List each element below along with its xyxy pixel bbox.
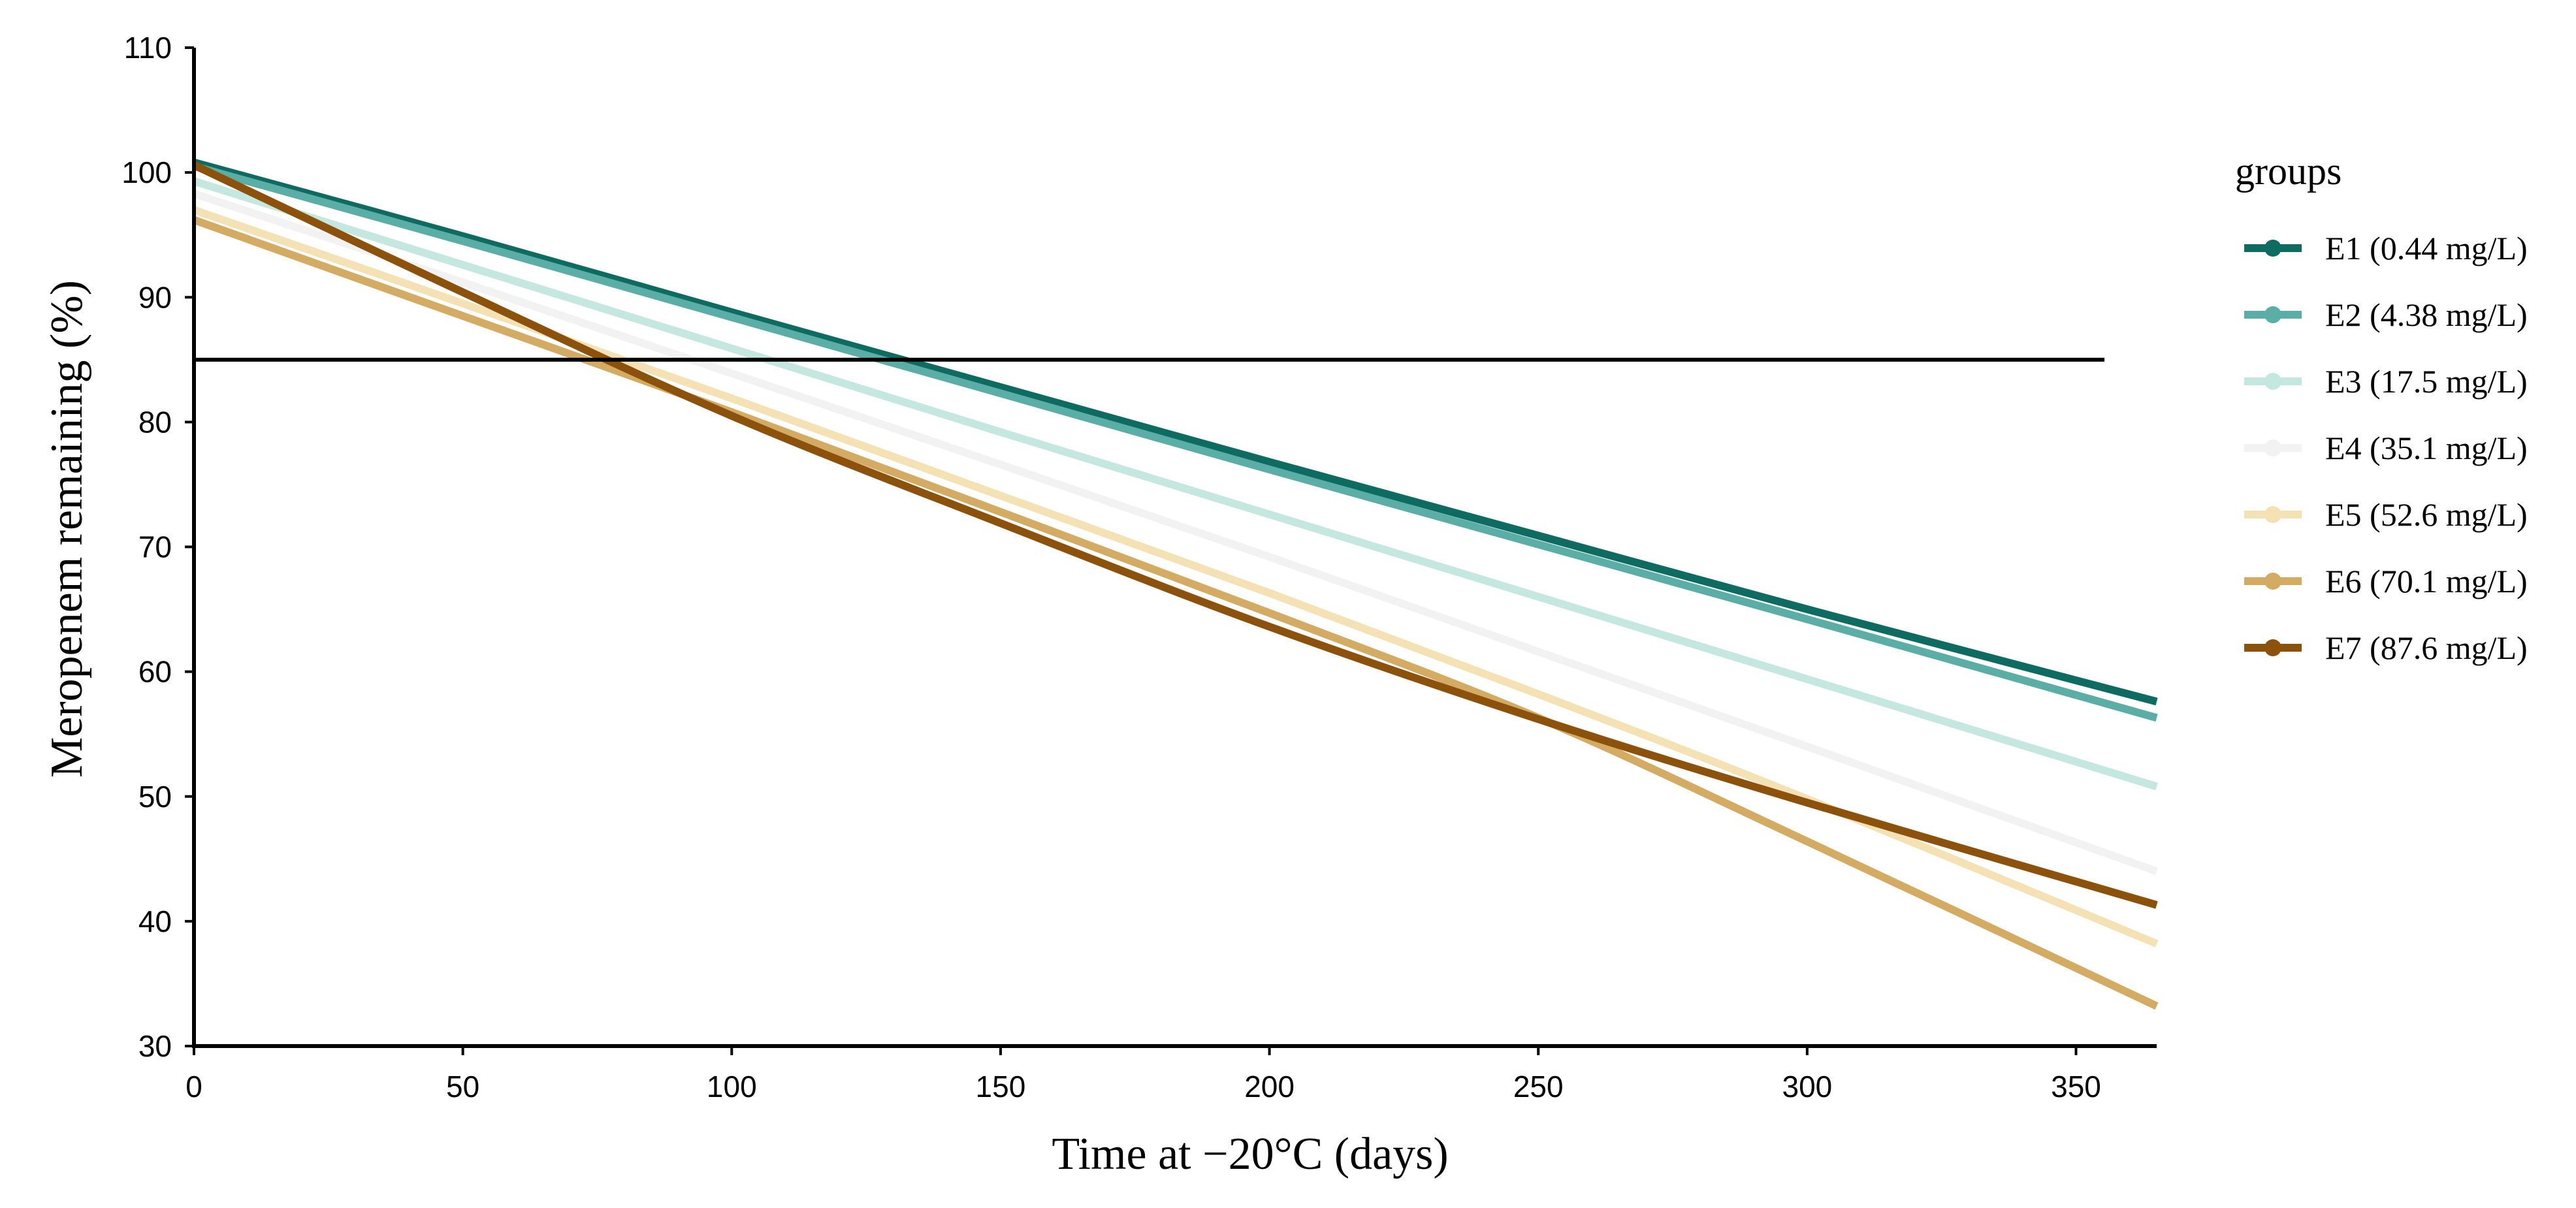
y-tick-label: 50 (138, 780, 172, 814)
y-tick-label: 100 (121, 155, 172, 189)
series-line-e6 (192, 216, 2159, 1010)
series-layer (192, 159, 2159, 1010)
x-tick-label: 250 (1513, 1070, 1564, 1104)
y-tick-label: 30 (138, 1029, 172, 1063)
legend-swatch-marker (2264, 439, 2281, 456)
legend-swatch-marker (2264, 306, 2281, 323)
legend-label: E4 (35.1 mg/L) (2325, 430, 2528, 466)
legend-label: E1 (0.44 mg/L) (2325, 230, 2528, 266)
legend-swatch-marker (2264, 573, 2281, 590)
legend-swatch-marker (2264, 240, 2281, 257)
legend-title: groups (2235, 150, 2342, 193)
legend-label: E2 (4.38 mg/L) (2325, 296, 2528, 333)
x-axis-title: Time at −20°C (days) (1052, 1129, 1448, 1179)
legend-item-e2: E2 (4.38 mg/L) (2244, 296, 2528, 333)
series-line-e3 (193, 177, 2158, 791)
x-tick-label: 100 (707, 1070, 757, 1104)
legend-item-e3: E3 (17.5 mg/L) (2244, 363, 2528, 400)
series-line-e1 (193, 159, 2158, 706)
legend-label: E6 (70.1 mg/L) (2325, 563, 2528, 599)
legend-label: E5 (52.6 mg/L) (2325, 496, 2528, 533)
legend-item-e1: E1 (0.44 mg/L) (2244, 230, 2528, 266)
legend-item-e5: E5 (52.6 mg/L) (2244, 496, 2528, 533)
x-tick-label: 50 (446, 1070, 479, 1104)
legend-item-e4: E4 (35.1 mg/L) (2244, 430, 2528, 466)
y-axis-title: Meropenem remaining (%) (42, 280, 92, 778)
x-tick-label: 300 (1782, 1070, 1832, 1104)
y-tick-label: 40 (138, 904, 172, 938)
y-tick-label: 110 (124, 31, 172, 65)
x-tick-label: 350 (2051, 1070, 2101, 1104)
x-ticks: 0 50 100 150 200 250 300 350 (185, 1046, 2101, 1104)
legend-swatch-marker (2264, 639, 2281, 656)
legend-item-e7: E7 (87.6 mg/L) (2244, 629, 2528, 666)
y-tick-label: 60 (138, 655, 172, 689)
legend-swatch-marker (2264, 373, 2281, 390)
legend-item-e6: E6 (70.1 mg/L) (2244, 563, 2528, 599)
x-tick-label: 150 (976, 1070, 1026, 1104)
y-tick-label: 80 (138, 405, 172, 439)
legend: groups E1 (0.44 mg/L) E2 (4.38 mg/L) E3 (1… (2235, 150, 2528, 666)
legend-swatch-marker (2264, 506, 2281, 523)
legend-items: E1 (0.44 mg/L) E2 (4.38 mg/L) E3 (17.5 mg/… (2244, 230, 2528, 666)
y-ticks: 30 40 50 60 70 80 90 100 110 (121, 31, 194, 1063)
x-tick-label: 200 (1244, 1070, 1295, 1104)
x-tick-label: 0 (185, 1070, 202, 1104)
y-tick-label: 70 (138, 530, 172, 564)
y-tick-label: 90 (138, 280, 172, 314)
series-line-e4 (193, 189, 2159, 876)
series-line-e7 (192, 161, 2158, 909)
legend-label: E7 (87.6 mg/L) (2325, 629, 2528, 666)
legend-label: E3 (17.5 mg/L) (2325, 363, 2528, 400)
series-line-e2 (193, 162, 2158, 722)
